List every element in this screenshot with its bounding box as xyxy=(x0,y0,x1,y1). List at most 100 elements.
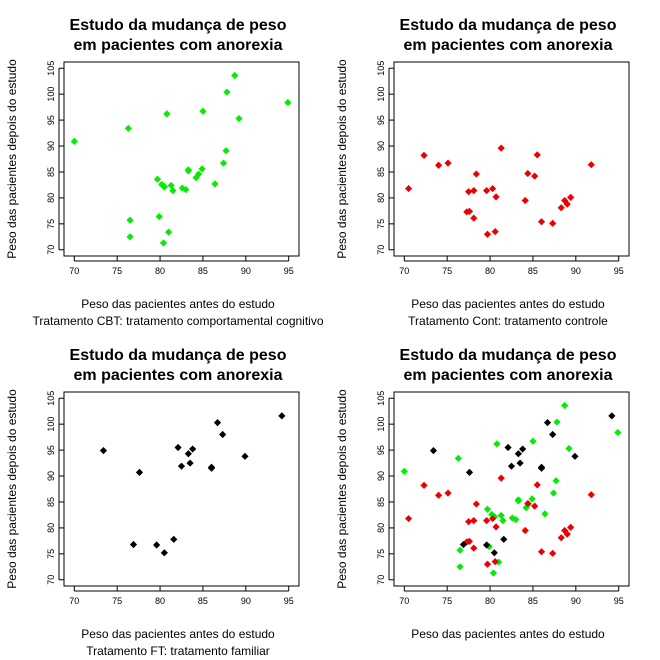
data-point-cbt xyxy=(456,546,464,554)
data-point-ft xyxy=(465,468,474,477)
y-tick-label: 70 xyxy=(376,575,386,585)
x-tick-label: 90 xyxy=(241,596,251,606)
y-tick-label: 80 xyxy=(376,193,386,203)
data-point-cbt xyxy=(400,467,408,475)
data-point-cont xyxy=(420,151,428,159)
x-axis-sublabel: Tratamento CBT: tratamento comportamenta… xyxy=(32,314,323,328)
data-point-ft xyxy=(99,447,108,455)
x-tick-label: 85 xyxy=(198,596,208,606)
data-point-cbt xyxy=(167,181,175,190)
plot-frame xyxy=(63,61,300,257)
x-tick-label: 80 xyxy=(485,266,495,276)
data-point-ft xyxy=(174,443,182,452)
x-tick-label: 75 xyxy=(112,266,122,276)
data-point-cont xyxy=(463,538,471,546)
x-axis-label: Peso das pacientes antes do estudo xyxy=(81,297,275,311)
data-point-ft xyxy=(184,450,192,458)
data-point-ft xyxy=(160,549,168,557)
data-point-cbt xyxy=(163,110,171,118)
data-point-cont xyxy=(470,544,478,552)
data-point-cont xyxy=(404,514,413,523)
data-point-cbt xyxy=(223,88,231,96)
data-point-cbt xyxy=(211,180,219,188)
data-point-cont xyxy=(483,187,491,195)
panel-4: Estudo da mudança de peso em pacientes co… xyxy=(335,347,630,641)
y-tick-label: 70 xyxy=(46,575,56,585)
y-tick-label: 70 xyxy=(46,245,56,255)
data-point-cont xyxy=(524,169,532,178)
x-tick-label: 85 xyxy=(528,266,538,276)
data-point-cbt xyxy=(165,228,173,236)
data-point-cont xyxy=(521,526,529,535)
x-tick-label: 95 xyxy=(614,596,624,606)
data-point-cbt xyxy=(159,239,168,247)
chart-title-line-1: Estudo da mudança de peso xyxy=(400,17,617,34)
x-tick-label: 75 xyxy=(442,266,452,276)
data-point-cont xyxy=(531,172,539,180)
data-point-cont xyxy=(492,523,500,531)
data-point-cbt xyxy=(155,212,163,221)
data-point-cbt xyxy=(614,428,622,437)
data-point-cbt xyxy=(499,517,507,525)
data-point-cont xyxy=(434,491,443,499)
chart-title-line-1: Estudo da mudança de peso xyxy=(70,347,287,364)
data-point-cont xyxy=(561,526,569,535)
y-tick-label: 80 xyxy=(376,523,386,533)
data-point-ft xyxy=(516,459,524,467)
data-point-cbt xyxy=(126,216,134,224)
data-point-cont xyxy=(537,548,546,556)
x-tick-label: 85 xyxy=(528,596,538,606)
data-point-cont xyxy=(557,204,565,212)
data-point-cont xyxy=(470,187,478,195)
chart-title-line-1: Estudo da mudança de peso xyxy=(400,347,617,364)
x-tick-label: 70 xyxy=(399,266,409,276)
data-point-cbt xyxy=(529,437,537,445)
y-tick-label: 95 xyxy=(46,445,56,455)
x-tick-label: 90 xyxy=(571,596,581,606)
data-point-cbt xyxy=(126,233,134,241)
data-point-cont xyxy=(483,517,491,525)
data-point-ft xyxy=(507,462,516,470)
data-point-cont xyxy=(470,517,478,525)
data-point-ft xyxy=(170,535,178,543)
y-tick-label: 105 xyxy=(46,391,56,406)
data-point-ft xyxy=(177,462,186,470)
data-point-cbt xyxy=(488,510,496,519)
y-axis-label: Peso das pacientes depois do estudo xyxy=(335,59,349,259)
x-axis-sublabel: Tratamento Cont: tratamento controle xyxy=(408,314,608,328)
x-tick-label: 95 xyxy=(284,266,294,276)
x-tick-label: 90 xyxy=(571,266,581,276)
data-point-cbt xyxy=(231,71,239,80)
chart-title-line-2: em pacientes com anorexia xyxy=(404,367,613,384)
y-tick-label: 105 xyxy=(376,61,386,76)
data-point-cbt xyxy=(552,477,560,485)
x-tick-label: 70 xyxy=(69,596,79,606)
data-point-ft xyxy=(537,463,546,471)
data-point-cont xyxy=(497,144,505,152)
y-tick-label: 80 xyxy=(46,523,56,533)
data-point-cont xyxy=(533,151,541,159)
data-point-ft xyxy=(519,445,527,453)
data-point-cbt xyxy=(522,504,530,512)
data-point-cont xyxy=(533,481,541,489)
data-point-cont xyxy=(557,534,565,542)
y-axis-label: Peso das pacientes depois do estudo xyxy=(335,389,349,589)
data-point-cbt xyxy=(512,516,520,524)
data-point-cbt xyxy=(565,444,573,453)
data-point-ft xyxy=(504,443,512,452)
data-point-cbt xyxy=(70,137,78,145)
data-point-ft xyxy=(219,430,227,439)
data-point-cbt xyxy=(222,147,230,155)
data-point-cbt xyxy=(549,489,558,497)
y-tick-label: 100 xyxy=(46,417,56,432)
data-point-cont xyxy=(524,499,532,508)
data-point-ft xyxy=(429,447,438,455)
data-point-ft xyxy=(153,541,161,549)
data-point-cont xyxy=(444,489,452,497)
data-point-cont xyxy=(537,218,546,226)
data-point-cont xyxy=(489,514,497,523)
data-point-cont xyxy=(531,502,539,510)
data-point-cbt xyxy=(454,454,462,462)
y-tick-label: 100 xyxy=(376,87,386,102)
